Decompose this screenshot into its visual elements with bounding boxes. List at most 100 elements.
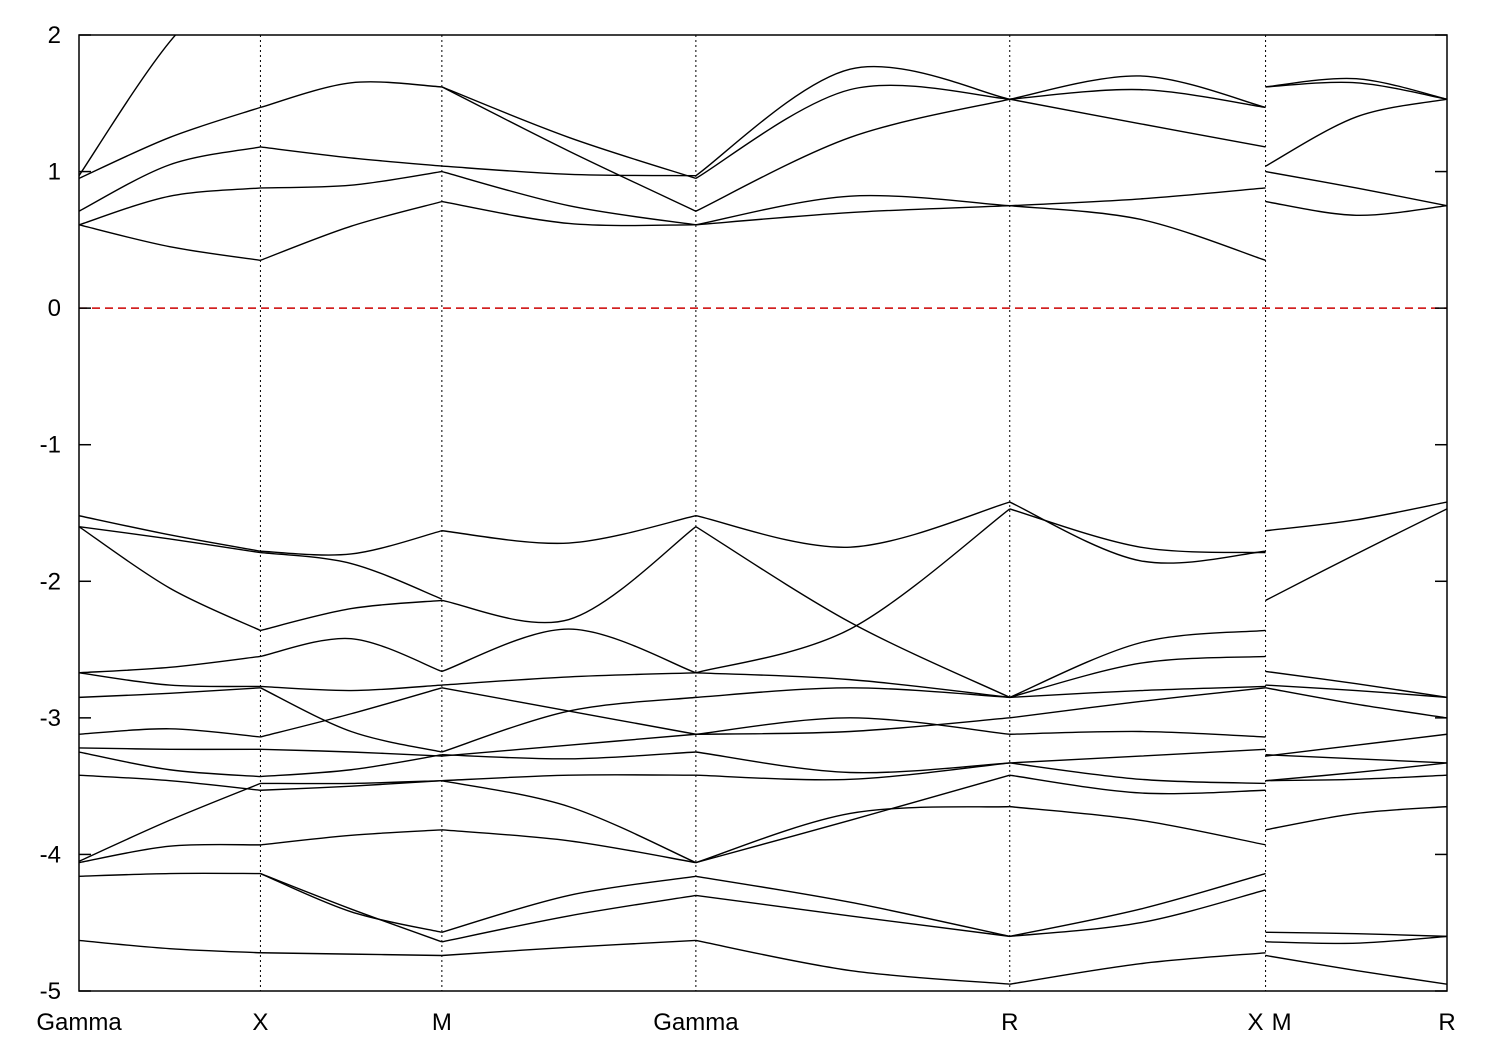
band-line-gamma-r-6 xyxy=(695,751,1010,774)
x-tick-label-r: R xyxy=(1001,1009,1018,1036)
band-line-gamma-r-14 xyxy=(695,205,1010,226)
band-line-gamma-r-2 xyxy=(695,894,1010,938)
band-line-x-m-7 xyxy=(260,748,442,757)
x-tick-label-x: X xyxy=(1248,1009,1264,1036)
band-line-gamma-x-1 xyxy=(79,872,261,877)
band-line-gamma-x-14 xyxy=(79,224,261,262)
band-line-x-m-17 xyxy=(260,146,442,167)
band-line-m-r-13 xyxy=(1265,200,1447,216)
band-line-x-m-8 xyxy=(260,687,443,738)
band-line-gamma-x-15 xyxy=(79,187,261,226)
band-line-x-m-9 xyxy=(260,687,443,753)
y-tick-label: -3 xyxy=(40,705,61,732)
band-line-r-x-0 xyxy=(1009,952,1266,985)
band-line-r-x-2 xyxy=(1009,889,1266,938)
band-line-m-gamma-15 xyxy=(441,170,696,226)
band-line-gamma-x-11 xyxy=(79,526,261,632)
band-line-x-m-15 xyxy=(260,200,443,261)
band-line-m-r-12 xyxy=(1265,501,1447,532)
band-line-gamma-r-5 xyxy=(695,762,1010,781)
band-line-r-x-5 xyxy=(1009,762,1266,785)
band-line-m-gamma-9 xyxy=(441,696,696,753)
band-line-m-gamma-18 xyxy=(441,86,697,212)
band-line-m-gamma-1 xyxy=(441,875,696,933)
band-line-r-x-3 xyxy=(1009,805,1266,846)
band-line-m-r-17 xyxy=(1265,77,1447,100)
x-tick-label-x: X xyxy=(252,1009,268,1036)
x-tick-label-gamma: Gamma xyxy=(653,1009,739,1036)
y-tick-label: 2 xyxy=(48,22,61,49)
band-line-r-x-9 xyxy=(1009,685,1266,699)
band-line-m-r-7 xyxy=(1265,733,1447,757)
band-line-gamma-r-17 xyxy=(695,84,1010,180)
band-line-m-gamma-4 xyxy=(441,779,697,864)
band-line-gamma-r-11 xyxy=(695,508,1011,674)
band-lines xyxy=(79,35,1447,985)
band-line-gamma-x-4 xyxy=(79,774,261,791)
band-line-x-m-18 xyxy=(260,81,442,109)
band-line-r-x-16 xyxy=(1009,98,1266,148)
band-line-x-m-10 xyxy=(260,684,442,692)
band-line-gamma-r-15 xyxy=(695,194,1010,226)
y-tick-label: -2 xyxy=(40,568,61,595)
band-line-m-gamma-7 xyxy=(441,733,696,757)
band-line-gamma-x-12 xyxy=(79,525,261,554)
band-line-gamma-x-9 xyxy=(79,672,261,688)
band-line-x-m-14 xyxy=(260,530,443,556)
band-line-r-x-1 xyxy=(1009,872,1266,938)
band-line-x-m-12 xyxy=(260,599,442,632)
y-tick-label: -4 xyxy=(40,841,61,868)
band-line-gamma-r-7 xyxy=(695,717,1010,735)
band-line-m-r-11 xyxy=(1265,508,1447,602)
band-line-r-x-18 xyxy=(1009,75,1266,109)
y-tick-label: 0 xyxy=(48,295,61,322)
band-line-r-x-10 xyxy=(1009,655,1266,699)
band-line-gamma-x-18 xyxy=(79,35,177,177)
band-line-m-r-8 xyxy=(1265,687,1447,719)
band-line-gamma-r-16 xyxy=(695,98,1010,212)
band-line-gamma-x-6 xyxy=(79,747,261,751)
band-line-gamma-x-0 xyxy=(79,939,261,954)
band-line-gamma-r-9 xyxy=(695,687,1010,699)
band-line-m-r-3 xyxy=(1265,805,1447,831)
band-line-r-x-13 xyxy=(1009,501,1266,564)
band-line-gamma-r-12 xyxy=(695,526,1011,699)
band-line-gamma-x-13 xyxy=(79,515,261,552)
x-tick-label-r: R xyxy=(1438,1009,1455,1036)
y-tick-label: 1 xyxy=(48,159,61,186)
band-line-x-m-11 xyxy=(260,637,443,673)
band-line-gamma-x-8 xyxy=(79,687,261,699)
band-line-gamma-x-16 xyxy=(79,146,261,212)
band-line-x-m-16 xyxy=(260,170,442,189)
band-line-m-gamma-14 xyxy=(441,200,696,227)
x-tick-label-m: M xyxy=(432,1009,452,1036)
band-line-x-m-2 xyxy=(260,872,443,943)
band-line-x-m-0 xyxy=(260,952,442,957)
band-line-m-gamma-12 xyxy=(441,526,697,624)
band-line-m-gamma-6 xyxy=(441,751,696,760)
band-line-m-r-16 xyxy=(1265,81,1447,100)
band-line-m-gamma-11 xyxy=(441,628,697,674)
band-line-m-r-9 xyxy=(1265,684,1447,699)
band-line-gamma-r-10 xyxy=(695,672,1010,699)
band-line-gamma-x-17 xyxy=(79,106,261,180)
band-line-gamma-r-13 xyxy=(695,501,1010,548)
band-line-r-x-15 xyxy=(1009,187,1266,207)
band-line-m-gamma-3 xyxy=(441,829,696,864)
band-line-m-gamma-5 xyxy=(441,774,696,782)
band-line-gamma-r-18 xyxy=(695,65,1010,177)
band-line-gamma-r-8 xyxy=(695,717,1010,735)
band-line-r-x-14 xyxy=(1009,205,1266,262)
band-line-r-x-7 xyxy=(1009,730,1266,738)
band-line-gamma-r-3 xyxy=(695,774,1010,864)
band-line-m-r-1 xyxy=(1265,931,1447,938)
plot-frame xyxy=(78,34,1448,992)
axis-layer xyxy=(78,34,1448,992)
band-line-m-gamma-0 xyxy=(441,939,696,957)
band-line-r-x-4 xyxy=(1009,774,1266,795)
band-line-m-r-4 xyxy=(1265,774,1447,782)
y-tick-label: -5 xyxy=(40,978,61,1005)
